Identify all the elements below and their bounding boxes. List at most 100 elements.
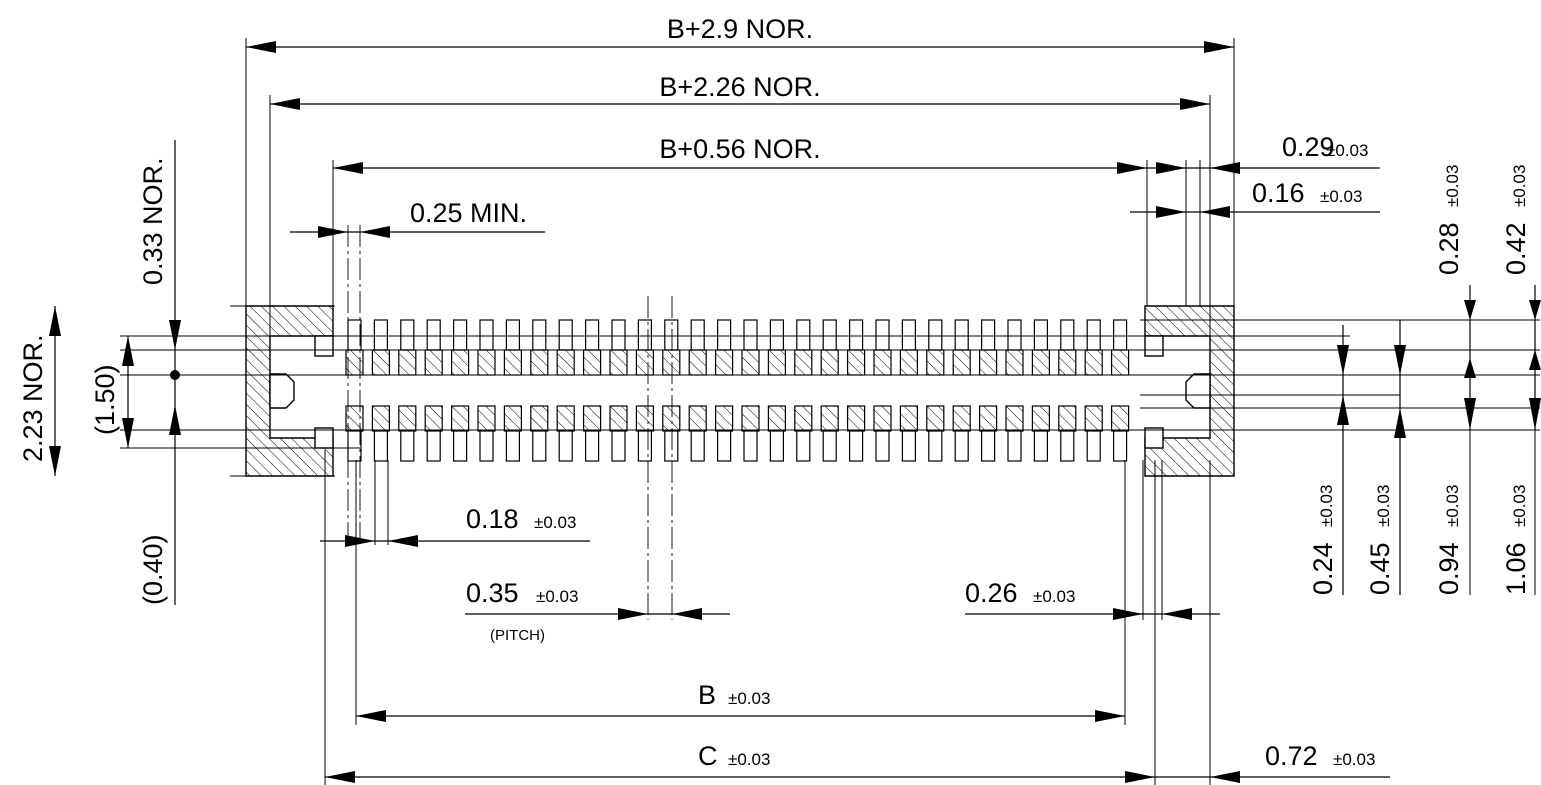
- lower-pad: [820, 405, 839, 432]
- r-v4-tol: ±0.03: [1374, 485, 1393, 527]
- lower-lead: [769, 430, 785, 462]
- lower-pad: [635, 405, 655, 432]
- lower-pad: [1084, 405, 1103, 432]
- top-r2-label: 0.16: [1252, 178, 1305, 208]
- pad-rows: [345, 319, 1130, 462]
- end-pad-width-tol: ±0.03: [1033, 587, 1075, 606]
- upper-pad: [1005, 349, 1024, 376]
- upper-lead: [980, 319, 996, 351]
- lower-lead: [822, 430, 837, 462]
- upper-pad: [345, 349, 364, 376]
- upper-lead: [426, 319, 441, 351]
- lower-pad: [556, 405, 575, 432]
- upper-pad: [477, 349, 496, 376]
- lower-lead: [796, 430, 811, 462]
- lower-lead: [400, 430, 415, 462]
- lower-lead: [980, 430, 996, 462]
- end-pad-width-label: 0.26: [965, 578, 1018, 608]
- upper-pad: [820, 349, 839, 376]
- top-r2-tol: ±0.03: [1320, 187, 1362, 206]
- upper-pad: [899, 349, 919, 376]
- upper-pad: [424, 349, 443, 376]
- lower-lead: [1086, 430, 1101, 462]
- upper-lead: [690, 319, 705, 351]
- upper-pad: [1058, 349, 1077, 376]
- lower-pad: [662, 405, 681, 432]
- upper-lead: [584, 319, 600, 351]
- dimension-labels: B+2.9 NOR. B+2.26 NOR. B+0.56 NOR. 0.25 …: [18, 14, 1531, 771]
- lower-lead: [901, 430, 917, 462]
- upper-pad: [503, 349, 522, 376]
- end-offset-tol: ±0.03: [1333, 750, 1375, 769]
- lower-lead: [558, 430, 573, 462]
- lower-lead: [505, 430, 520, 462]
- b-length-label: B: [698, 680, 716, 710]
- lower-pad: [873, 405, 892, 432]
- upper-lead: [1086, 319, 1101, 351]
- upper-pad: [1110, 349, 1130, 376]
- upper-lead: [848, 319, 864, 351]
- lower-pad: [345, 405, 364, 432]
- upper-pad: [398, 349, 417, 376]
- r-v1-tol: ±0.03: [1443, 165, 1462, 207]
- lower-pad: [1005, 405, 1024, 432]
- upper-lead: [611, 319, 626, 351]
- upper-pad: [1084, 349, 1103, 376]
- upper-pad: [371, 349, 390, 376]
- r-v3-tol: ±0.03: [1317, 485, 1336, 527]
- lower-lead: [716, 430, 732, 462]
- lower-lead: [954, 430, 969, 462]
- upper-pad: [1031, 349, 1051, 376]
- c-length-label: C: [698, 741, 718, 771]
- pad-span-label: (1.50): [90, 364, 120, 435]
- upper-lead: [901, 319, 917, 351]
- lower-lead: [848, 430, 864, 462]
- vertical-dimensions: [49, 140, 1541, 605]
- lower-lead: [1112, 430, 1128, 462]
- lower-pad: [530, 405, 549, 432]
- lower-pad: [794, 405, 813, 432]
- upper-lead: [822, 319, 837, 351]
- lower-pad: [582, 405, 602, 432]
- upper-lead: [505, 319, 520, 351]
- upper-pad: [926, 349, 945, 376]
- lower-pad: [503, 405, 522, 432]
- lower-pad: [609, 405, 628, 432]
- lower-pad: [978, 405, 998, 432]
- r-v4-group: 0.45 ±0.03: [1365, 485, 1395, 595]
- upper-lead: [1112, 319, 1128, 351]
- r-v1-group: 0.28 ±0.03: [1434, 165, 1464, 275]
- r-v1-label: 0.28: [1434, 222, 1464, 275]
- r-v2-tol: ±0.03: [1510, 165, 1529, 207]
- lower-pad: [952, 405, 971, 432]
- body-height-label: 2.23 NOR.: [18, 334, 48, 462]
- upper-lead: [373, 319, 388, 351]
- upper-lead: [664, 319, 679, 351]
- lower-lead: [532, 430, 547, 462]
- upper-pad: [451, 349, 470, 376]
- upper-pad: [582, 349, 602, 376]
- upper-pad: [662, 349, 681, 376]
- upper-lead: [347, 319, 362, 351]
- lower-lead: [584, 430, 600, 462]
- upper-pad: [714, 349, 734, 376]
- r-v6-tol: ±0.03: [1510, 485, 1529, 527]
- lower-lead: [743, 430, 758, 462]
- top-r1-tol: ±0.03: [1326, 141, 1368, 160]
- lower-pad: [398, 405, 417, 432]
- upper-lead: [1060, 319, 1075, 351]
- lower-lead: [690, 430, 705, 462]
- r-v5-group: 0.94 ±0.03: [1434, 485, 1464, 595]
- lower-pad: [371, 405, 390, 432]
- b-length-tol: ±0.03: [728, 689, 770, 708]
- left-housing: [245, 305, 334, 477]
- lower-ref-label: (0.40): [138, 534, 168, 605]
- body-reference-lines: [120, 305, 1540, 477]
- lower-pad: [899, 405, 919, 432]
- upper-pad: [794, 349, 813, 376]
- upper-pad: [688, 349, 707, 376]
- lower-pad: [741, 405, 760, 432]
- upper-lead: [875, 319, 890, 351]
- end-offset-label: 0.72: [1265, 741, 1318, 771]
